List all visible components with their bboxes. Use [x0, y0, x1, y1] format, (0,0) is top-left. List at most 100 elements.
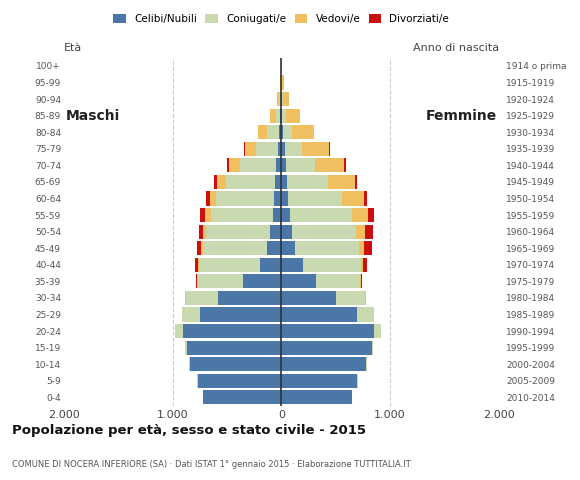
- Bar: [372, 340, 373, 355]
- Bar: [282, 75, 284, 89]
- Bar: [256, 142, 278, 156]
- Bar: [295, 241, 358, 255]
- Bar: [282, 108, 285, 123]
- Bar: [363, 258, 367, 272]
- Bar: [283, 92, 289, 106]
- Bar: [201, 241, 203, 255]
- Bar: [277, 92, 279, 106]
- Bar: [260, 258, 281, 272]
- Text: Popolazione per età, sesso e stato civile - 2015: Popolazione per età, sesso e stato civil…: [12, 424, 365, 437]
- Bar: [284, 125, 292, 139]
- Bar: [211, 208, 273, 222]
- Bar: [195, 258, 198, 272]
- Bar: [217, 175, 226, 189]
- Bar: [214, 175, 217, 189]
- Bar: [281, 258, 303, 272]
- Bar: [203, 241, 267, 255]
- Bar: [356, 225, 365, 239]
- Bar: [175, 324, 183, 338]
- Bar: [281, 374, 357, 388]
- Bar: [203, 225, 206, 239]
- Bar: [290, 208, 352, 222]
- Bar: [287, 175, 328, 189]
- Bar: [281, 291, 336, 305]
- Bar: [365, 225, 373, 239]
- Bar: [276, 108, 280, 123]
- Text: Anno di nascita: Anno di nascita: [413, 43, 499, 53]
- Bar: [281, 307, 357, 322]
- Bar: [281, 340, 372, 355]
- Bar: [209, 192, 216, 205]
- Bar: [206, 225, 270, 239]
- Bar: [360, 274, 361, 288]
- Bar: [203, 390, 281, 404]
- Bar: [364, 241, 372, 255]
- Bar: [355, 175, 357, 189]
- Bar: [196, 274, 197, 288]
- Bar: [357, 307, 374, 322]
- Bar: [243, 274, 281, 288]
- Bar: [292, 225, 356, 239]
- Bar: [281, 208, 290, 222]
- Bar: [281, 142, 285, 156]
- Bar: [364, 192, 367, 205]
- Bar: [282, 92, 283, 106]
- Bar: [374, 324, 382, 338]
- Bar: [329, 142, 330, 156]
- Bar: [183, 324, 281, 338]
- Bar: [198, 274, 243, 288]
- Bar: [281, 274, 316, 288]
- Bar: [281, 324, 374, 338]
- Bar: [281, 241, 295, 255]
- Bar: [200, 208, 205, 222]
- Bar: [198, 374, 281, 388]
- Text: Maschi: Maschi: [66, 108, 120, 122]
- Bar: [259, 125, 267, 139]
- Text: Età: Età: [64, 43, 82, 53]
- Bar: [205, 208, 211, 222]
- Bar: [281, 192, 288, 205]
- Bar: [229, 158, 240, 172]
- Bar: [227, 158, 229, 172]
- Bar: [206, 192, 209, 205]
- Bar: [286, 108, 300, 123]
- Bar: [184, 340, 187, 355]
- Bar: [190, 357, 281, 371]
- Bar: [302, 142, 329, 156]
- Bar: [361, 258, 363, 272]
- Bar: [368, 208, 374, 222]
- Bar: [279, 125, 281, 139]
- Bar: [267, 125, 279, 139]
- Bar: [292, 125, 314, 139]
- Bar: [274, 192, 281, 205]
- Bar: [281, 158, 286, 172]
- Bar: [361, 274, 362, 288]
- Bar: [245, 142, 256, 156]
- Bar: [198, 258, 260, 272]
- Bar: [281, 390, 352, 404]
- Bar: [288, 192, 342, 205]
- Bar: [273, 208, 281, 222]
- Text: Femmine: Femmine: [425, 108, 496, 122]
- Bar: [267, 241, 281, 255]
- Bar: [303, 258, 361, 272]
- Bar: [240, 158, 276, 172]
- Bar: [270, 108, 276, 123]
- Legend: Celibi/Nubili, Coniugati/e, Vedovi/e, Divorziati/e: Celibi/Nubili, Coniugati/e, Vedovi/e, Di…: [114, 14, 449, 24]
- Bar: [216, 192, 274, 205]
- Bar: [226, 175, 275, 189]
- Bar: [270, 225, 281, 239]
- Bar: [342, 192, 364, 205]
- Bar: [275, 175, 281, 189]
- Bar: [358, 241, 364, 255]
- Bar: [200, 307, 281, 322]
- Text: COMUNE DI NOCERA INFERIORE (SA) · Dati ISTAT 1° gennaio 2015 · Elaborazione TUTT: COMUNE DI NOCERA INFERIORE (SA) · Dati I…: [12, 459, 411, 468]
- Bar: [281, 357, 366, 371]
- Bar: [281, 108, 282, 123]
- Bar: [285, 142, 302, 156]
- Bar: [280, 108, 281, 123]
- Bar: [286, 158, 315, 172]
- Bar: [281, 125, 284, 139]
- Bar: [315, 158, 345, 172]
- Bar: [280, 75, 281, 89]
